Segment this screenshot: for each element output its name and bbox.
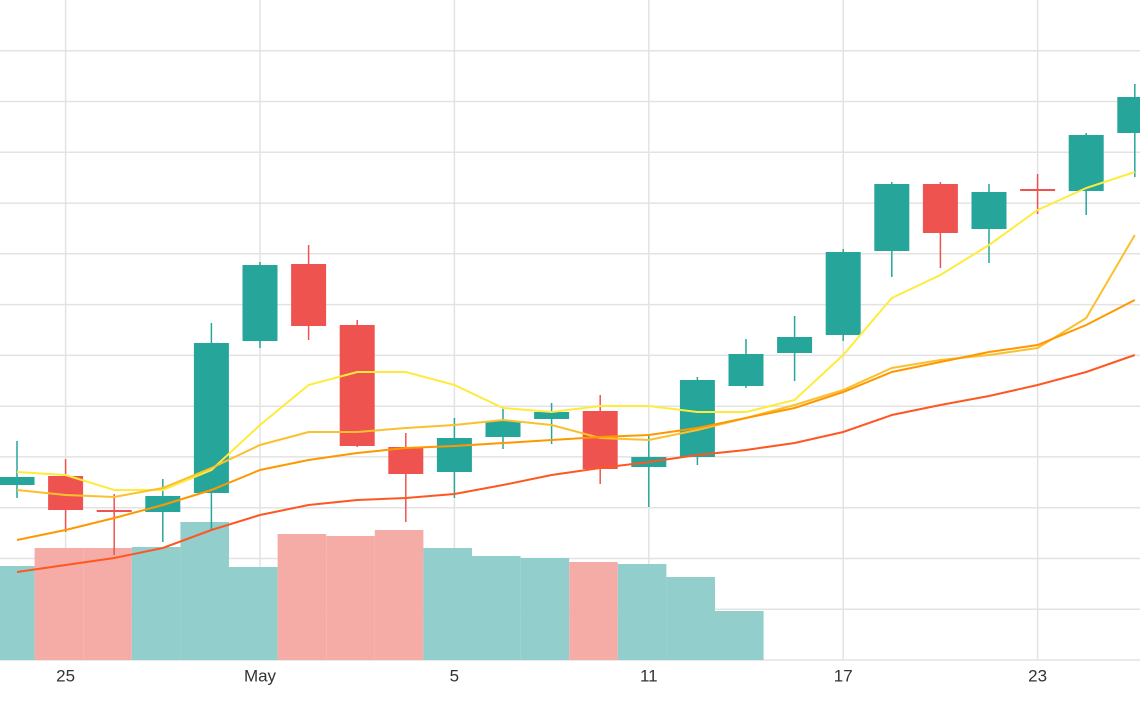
volume-bar xyxy=(229,567,278,660)
volume-bar xyxy=(326,536,375,660)
candle-body xyxy=(777,337,813,353)
candles xyxy=(0,84,1140,555)
volume-bar xyxy=(277,534,327,660)
candle-body xyxy=(874,184,910,251)
candle-body xyxy=(436,438,472,472)
candle-body xyxy=(922,184,958,233)
ma-line xyxy=(16,354,1136,573)
volume-bar xyxy=(715,611,764,660)
moving-averages xyxy=(16,171,1136,573)
volume-bar xyxy=(569,562,618,660)
volume-bar xyxy=(83,548,132,660)
candle-body xyxy=(242,265,278,341)
candle-body xyxy=(1117,97,1140,133)
candle-body xyxy=(728,354,764,386)
volume-bar xyxy=(520,558,570,660)
volume-bar xyxy=(34,548,84,660)
candle-body xyxy=(485,421,521,437)
volume-bars xyxy=(0,522,764,660)
candle-body xyxy=(679,380,715,457)
x-tick-label: 23 xyxy=(1028,666,1047,685)
volume-bar xyxy=(423,548,472,660)
volume-bar xyxy=(472,556,521,660)
x-tick-label: May xyxy=(244,666,277,685)
candle-body xyxy=(1020,189,1056,191)
volume-bar xyxy=(180,522,229,660)
volume-bar xyxy=(666,577,715,660)
candle-body xyxy=(339,325,375,446)
volume-bar xyxy=(0,566,35,660)
ma-line xyxy=(16,299,1136,541)
x-tick-label: 11 xyxy=(640,666,658,685)
ma-line xyxy=(16,234,1136,499)
x-tick-label: 25 xyxy=(56,666,75,685)
x-tick-label: 5 xyxy=(450,666,459,685)
volume-bar xyxy=(131,547,181,660)
candle-body xyxy=(582,411,618,469)
candle-body xyxy=(534,412,570,419)
x-tick-label: 17 xyxy=(834,666,853,685)
candle-body xyxy=(1068,135,1104,191)
candle-body xyxy=(96,510,132,512)
candle-body xyxy=(388,447,424,474)
candle-body xyxy=(825,252,861,335)
volume-bar xyxy=(617,564,667,660)
volume-bar xyxy=(374,530,424,660)
ma-line xyxy=(16,171,1136,491)
candle-body xyxy=(971,192,1007,229)
candle-body xyxy=(0,477,35,485)
candle-body xyxy=(291,264,327,326)
